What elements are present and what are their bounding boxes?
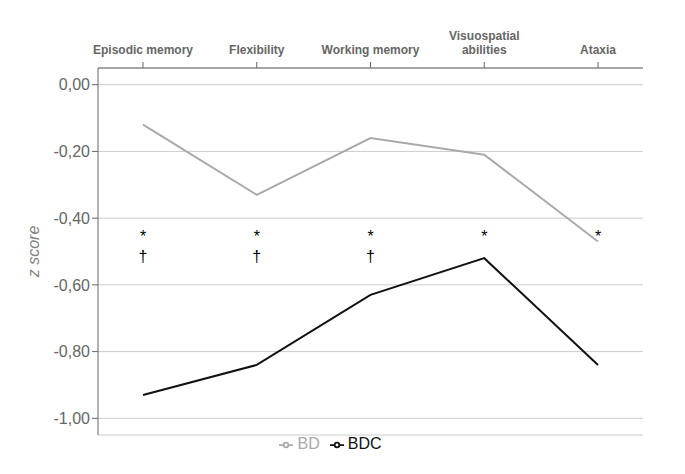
svg-text:†: † — [139, 248, 148, 265]
svg-text:*: * — [254, 228, 260, 245]
svg-text:*: * — [595, 228, 601, 245]
svg-text:-1,00: -1,00 — [54, 410, 91, 427]
svg-text:†: † — [252, 248, 261, 265]
svg-text:*: * — [481, 228, 487, 245]
svg-text:Visuospatial: Visuospatial — [449, 29, 519, 43]
html-text:BD: BD — [297, 435, 320, 452]
svg-text:Episodic memory: Episodic memory — [93, 43, 193, 57]
svg-text:z score: z score — [25, 226, 42, 279]
svg-text:-0,60: -0,60 — [54, 277, 91, 294]
svg-text:Flexibility: Flexibility — [229, 43, 285, 57]
svg-text:-0,40: -0,40 — [54, 210, 91, 227]
svg-text:0,00: 0,00 — [59, 76, 90, 93]
svg-text:†: † — [366, 248, 375, 265]
svg-text:Working memory: Working memory — [322, 43, 420, 57]
svg-text:-0,80: -0,80 — [54, 343, 91, 360]
html-text:BDC: BDC — [347, 435, 382, 452]
svg-text:*: * — [367, 228, 373, 245]
svg-text:*: * — [140, 228, 146, 245]
svg-text:abilities: abilities — [462, 43, 507, 57]
svg-text:-0,20: -0,20 — [54, 143, 91, 160]
svg-text:Ataxia: Ataxia — [580, 43, 616, 57]
